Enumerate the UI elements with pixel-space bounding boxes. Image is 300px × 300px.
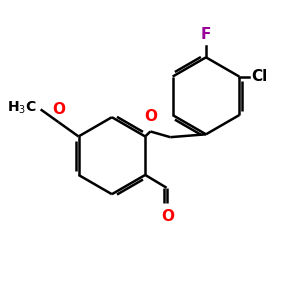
Text: O: O [161, 209, 175, 224]
Text: H$_3$C: H$_3$C [7, 100, 36, 116]
Text: Cl: Cl [251, 69, 268, 84]
Text: F: F [201, 27, 211, 42]
Text: O: O [144, 109, 157, 124]
Text: O: O [52, 102, 65, 117]
